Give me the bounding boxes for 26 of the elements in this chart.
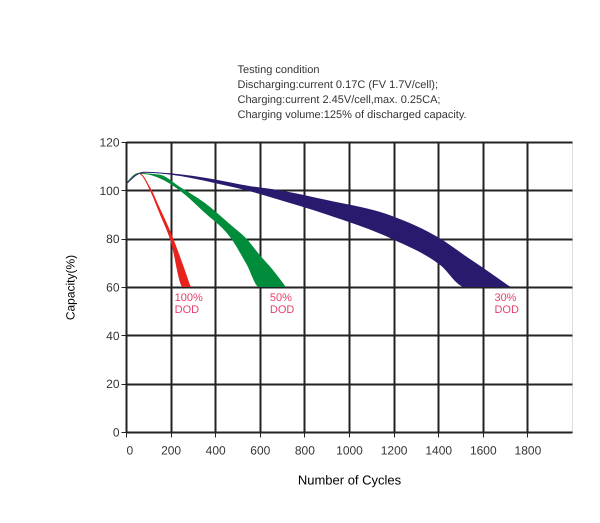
- y-tick-label: 20: [106, 377, 120, 392]
- x-tick-label: 1800: [514, 444, 542, 458]
- x-tick-label: 600: [250, 444, 271, 458]
- annotation: 100% DOD: [174, 292, 204, 316]
- y-axis-title: Capacity(%): [63, 254, 78, 320]
- text: Charging:current 2.45V/cell,max. 0.25CA;: [238, 94, 440, 106]
- annotation: 50% DOD: [270, 292, 294, 316]
- y-tick-label: 0: [112, 426, 120, 440]
- x-tick-label: 1200: [380, 444, 408, 458]
- x-tick-label: 0: [126, 444, 134, 458]
- x-tick-label: 800: [294, 444, 316, 458]
- x-tick-label: 1000: [336, 444, 364, 458]
- text: Testing condition: [238, 64, 320, 76]
- x-tick-label: 1400: [425, 444, 452, 458]
- x-tick-label: 400: [206, 444, 226, 458]
- text: Discharging:current 0.17C (FV 1.7V/cell);: [238, 79, 438, 91]
- y-tick-label: 80: [106, 232, 120, 246]
- y-tick-label: 120: [99, 136, 120, 150]
- y-tick-label: 60: [106, 280, 120, 294]
- text: Charging volume:125% of discharged capacity.: [238, 109, 467, 121]
- y-tick-label: 100: [99, 184, 120, 198]
- x-axis-title: Number of Cycles: [298, 472, 402, 488]
- y-tick-label: 40: [106, 328, 120, 343]
- x-tick-label: 1600: [470, 444, 497, 458]
- x-tick-label: 200: [161, 444, 182, 458]
- annotation: 30% DOD: [494, 292, 519, 316]
